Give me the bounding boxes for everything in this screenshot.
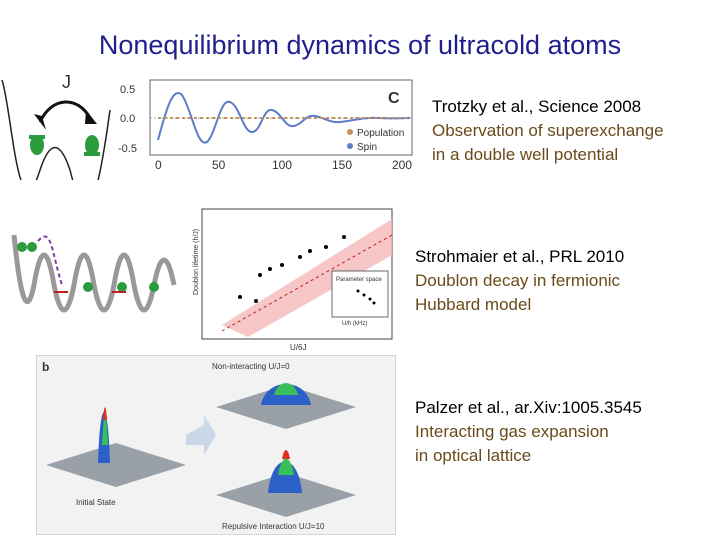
svg-text:50: 50 — [212, 158, 226, 172]
svg-text:0.5: 0.5 — [120, 84, 135, 96]
superexchange-figure: J 0.5 0.0 -0.5 0 50 100 150 200 C Popula… — [1, 72, 413, 180]
citation: Palzer et al., ar.Xiv:1005.3545 — [415, 398, 642, 417]
data-points — [238, 235, 346, 303]
citation: Trotzky et al., Science 2008 — [432, 97, 642, 116]
description-line: in optical lattice — [415, 446, 532, 465]
reference-palzer: Palzer et al., ar.Xiv:1005.3545 Interact… — [415, 396, 642, 468]
optical-lattice — [11, 234, 177, 313]
panel-letter-b: b — [42, 360, 49, 374]
svg-text:U/h (kHz): U/h (kHz) — [342, 321, 367, 327]
description-line: Hubbard model — [415, 295, 532, 314]
double-well-potential — [1, 79, 111, 180]
slide-title: Nonequilibrium dynamics of ultracold ato… — [98, 30, 622, 60]
svg-text:Doublon lifetime (h/J): Doublon lifetime (h/J) — [193, 229, 200, 295]
svg-text:Initial State: Initial State — [76, 498, 116, 507]
svg-text:200: 200 — [392, 158, 412, 172]
interacting-surface — [216, 473, 356, 517]
tunneling-arrow — [38, 100, 92, 123]
svg-text:150: 150 — [332, 158, 352, 172]
expansion-arrow — [186, 415, 216, 455]
reference-strohmaier: Strohmaier et al., PRL 2010 Doublon deca… — [415, 245, 624, 317]
spin-series-line — [157, 92, 411, 144]
atom-left — [30, 135, 44, 155]
reference-trotzky: Trotzky et al., Science 2008 Observation… — [432, 95, 664, 167]
atom-right — [85, 135, 99, 155]
description-line: in a double well potential — [432, 145, 619, 164]
svg-text:0.0: 0.0 — [120, 113, 135, 125]
svg-text:Repulsive Interaction U/J=10: Repulsive Interaction U/J=10 — [222, 522, 325, 531]
parameter-space-inset — [331, 270, 389, 318]
description-line: Interacting gas expansion — [415, 422, 609, 441]
initial-state-surface — [46, 443, 186, 487]
coupling-label: J — [62, 72, 71, 92]
description-line: Observation of superexchange — [432, 121, 664, 140]
description-line: Doublon decay in fermionic — [415, 271, 621, 290]
svg-text:0: 0 — [155, 158, 162, 172]
panel-letter-c: C — [388, 90, 400, 107]
expansion-figure: b Initial State Non-interacting U/J=0 Re… — [36, 355, 396, 535]
citation: Strohmaier et al., PRL 2010 — [415, 247, 625, 266]
svg-text:-0.5: -0.5 — [118, 143, 137, 155]
svg-text:U/6J: U/6J — [290, 343, 306, 352]
svg-text:Population: Population — [357, 128, 404, 139]
svg-text:100: 100 — [272, 158, 292, 172]
svg-text:Non-interacting U/J=0: Non-interacting U/J=0 — [212, 362, 290, 371]
svg-text:Parameter space: Parameter space — [336, 277, 382, 283]
doublon-decay-figure: Doublon lifetime (h/J) U/6J Parameter sp… — [11, 208, 393, 352]
svg-text:Spin: Spin — [357, 142, 377, 153]
